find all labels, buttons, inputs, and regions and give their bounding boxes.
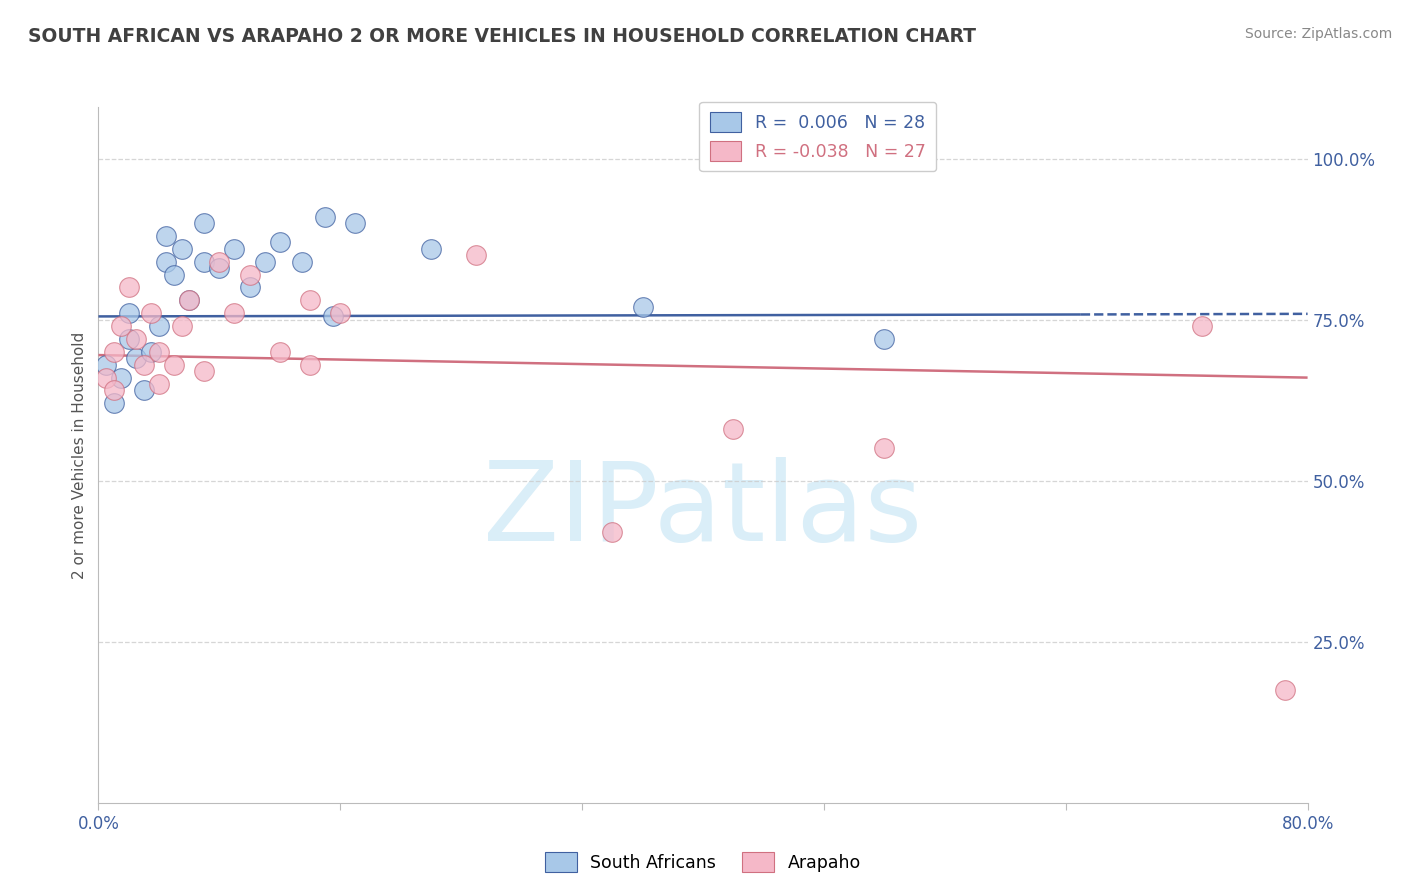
Point	[148, 319, 170, 334]
Point	[141, 344, 163, 359]
Point	[163, 268, 186, 282]
Point	[170, 319, 193, 334]
Point	[208, 261, 231, 276]
Point	[208, 254, 231, 268]
Point	[224, 242, 246, 256]
Point	[344, 216, 367, 230]
Point	[118, 280, 141, 294]
Point	[148, 344, 170, 359]
Point	[1191, 319, 1213, 334]
Point	[465, 248, 488, 262]
Point	[103, 396, 125, 410]
Point	[420, 242, 443, 256]
Point	[299, 358, 322, 372]
Point	[291, 254, 314, 268]
Legend: South Africans, Arapaho: South Africans, Arapaho	[538, 845, 868, 879]
Point	[179, 293, 201, 308]
Point	[103, 344, 125, 359]
Point	[110, 319, 132, 334]
Point	[631, 300, 654, 314]
Point	[239, 268, 262, 282]
Point	[132, 358, 155, 372]
Point	[141, 306, 163, 320]
Point	[148, 377, 170, 392]
Point	[224, 306, 246, 320]
Point	[118, 332, 141, 346]
Point	[314, 210, 336, 224]
Point	[155, 228, 177, 243]
Point	[125, 332, 148, 346]
Point	[602, 525, 624, 540]
Point	[253, 254, 276, 268]
Point	[269, 344, 291, 359]
Point	[322, 310, 344, 324]
Point	[170, 242, 193, 256]
Point	[193, 364, 215, 378]
Point	[94, 358, 117, 372]
Point	[103, 384, 125, 398]
Text: SOUTH AFRICAN VS ARAPAHO 2 OR MORE VEHICLES IN HOUSEHOLD CORRELATION CHART: SOUTH AFRICAN VS ARAPAHO 2 OR MORE VEHIC…	[28, 27, 976, 45]
Point	[193, 216, 215, 230]
Point	[873, 442, 896, 456]
Y-axis label: 2 or more Vehicles in Household: 2 or more Vehicles in Household	[72, 331, 87, 579]
Point	[723, 422, 745, 436]
Point	[163, 358, 186, 372]
Point	[299, 293, 322, 308]
Point	[1274, 683, 1296, 698]
Point	[239, 280, 262, 294]
Point	[329, 306, 352, 320]
Point	[269, 235, 291, 250]
Point	[155, 254, 177, 268]
Point	[94, 370, 117, 384]
Point	[193, 254, 215, 268]
Text: Source: ZipAtlas.com: Source: ZipAtlas.com	[1244, 27, 1392, 41]
Point	[132, 384, 155, 398]
Point	[110, 370, 132, 384]
Point	[118, 306, 141, 320]
Point	[179, 293, 201, 308]
Point	[873, 332, 896, 346]
Text: ZIPatlas: ZIPatlas	[484, 457, 922, 564]
Legend: R =  0.006   N = 28, R = -0.038   N = 27: R = 0.006 N = 28, R = -0.038 N = 27	[699, 102, 936, 171]
Point	[125, 351, 148, 366]
